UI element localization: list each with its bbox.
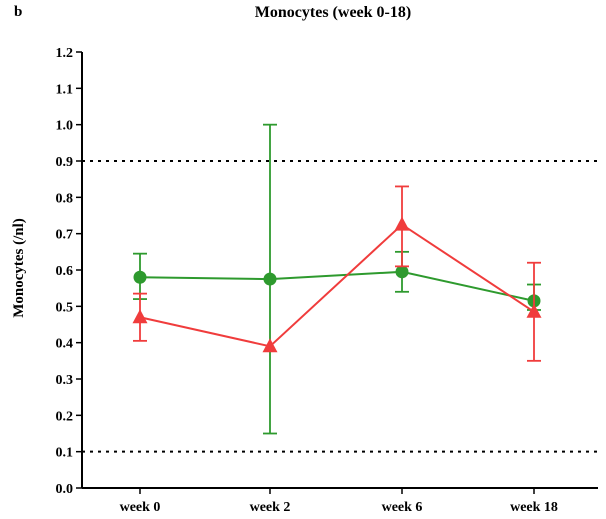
y-tick-label: 0.7 [56, 228, 74, 243]
data-point [132, 309, 148, 324]
reference-lines [82, 160, 598, 453]
y-tick-label: 0.3 [56, 373, 74, 388]
data-point [395, 265, 409, 279]
y-tick-label: 1.2 [56, 46, 74, 61]
data-point [263, 272, 277, 286]
x-tick-label: week 2 [250, 500, 291, 515]
y-tick-label: 0.0 [56, 482, 74, 497]
series-triangle [132, 185, 542, 362]
axes: 0.0 0.1 0.2 0.3 0.4 0.5 0.6 0.7 0.8 0.9 1.0 1.1 1.2 w… [56, 46, 598, 515]
series-layer [132, 123, 542, 435]
data-point [133, 270, 147, 284]
x-tick-label: week 18 [510, 500, 558, 515]
y-tick-label: 0.1 [56, 446, 74, 461]
series-line [139, 270, 535, 302]
data-point [394, 216, 410, 231]
series-line [139, 223, 535, 348]
chart-title: Monocytes (week 0-18) [254, 4, 412, 21]
y-tick-label: 0.4 [56, 337, 74, 352]
y-tick-label: 0.2 [56, 409, 74, 424]
data-point [262, 338, 278, 353]
data-point [526, 303, 542, 318]
y-tick-label: 0.5 [56, 300, 74, 315]
panel-label: b [14, 4, 23, 20]
y-tick-label: 0.6 [56, 264, 74, 279]
y-axis-label: Monocytes (/nl) [11, 218, 27, 318]
x-tick-label: week 6 [382, 500, 423, 515]
y-tick-label: 0.8 [56, 191, 74, 206]
x-tick-label: week 0 [120, 500, 161, 515]
y-tick-label: 1.0 [56, 119, 74, 134]
y-tick-label: 1.1 [56, 82, 74, 97]
y-tick-label: 0.9 [56, 155, 74, 170]
series-circle [133, 123, 541, 435]
